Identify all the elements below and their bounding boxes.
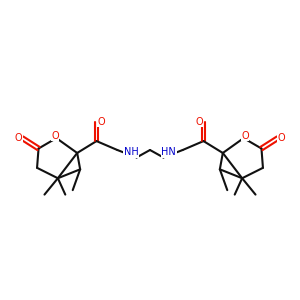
Text: O: O xyxy=(278,133,285,142)
Text: O: O xyxy=(195,117,203,127)
Text: O: O xyxy=(15,133,22,142)
Text: HN: HN xyxy=(161,147,176,157)
Text: NH: NH xyxy=(124,147,139,157)
Text: O: O xyxy=(51,131,59,141)
Text: O: O xyxy=(97,117,105,127)
Text: O: O xyxy=(241,131,249,141)
